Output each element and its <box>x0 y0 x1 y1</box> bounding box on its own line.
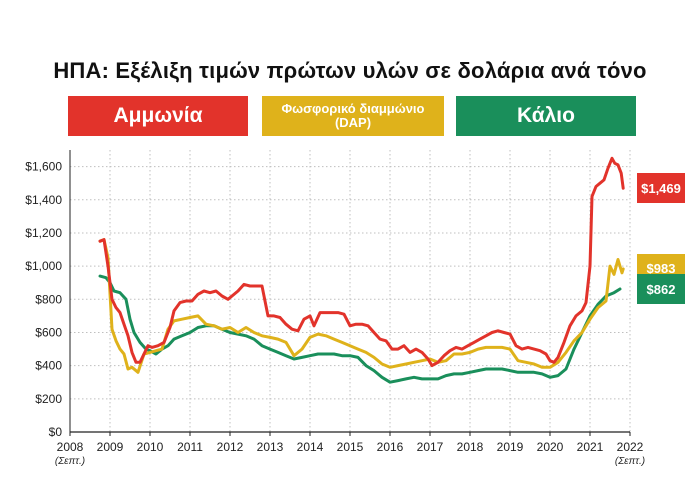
x-tick-label: 2015 <box>337 440 364 454</box>
x-tick-label: 2022 <box>617 440 644 454</box>
x-sublabel-start: (Σεπτ.) <box>55 456 85 467</box>
legend-ammonia: Αμμωνία <box>68 96 248 136</box>
x-tick-label: 2013 <box>257 440 284 454</box>
y-tick-label: $1,200 <box>25 226 62 240</box>
chart-title: ΗΠΑ: Εξέλιξη τιμών πρώτων υλών σε δολάρι… <box>53 58 647 83</box>
x-tick-label: 2011 <box>177 440 203 454</box>
x-tick-label: 2018 <box>457 440 484 454</box>
legend-potash: Κάλιο <box>456 96 636 136</box>
series-line-dap <box>98 238 625 374</box>
x-sublabel-end: (Σεπτ.) <box>615 456 645 467</box>
end-label-potash: $862 <box>637 274 685 304</box>
x-tick-label: 2008 <box>57 440 84 454</box>
x-tick-label: 2009 <box>97 440 124 454</box>
y-tick-label: $600 <box>35 325 62 339</box>
y-tick-label: $800 <box>35 292 62 306</box>
x-tick-label: 2010 <box>137 440 164 454</box>
end-label-ammonia: $1,469 <box>637 173 685 204</box>
x-tick-label: 2017 <box>417 440 444 454</box>
y-tick-label: $1,000 <box>25 259 62 273</box>
y-tick-label: $0 <box>49 425 63 439</box>
y-tick-label: $200 <box>35 392 62 406</box>
series-line-ammonia <box>98 156 625 368</box>
x-tick-label: 2016 <box>377 440 404 454</box>
y-tick-label: $400 <box>35 359 62 373</box>
x-tick-label: 2014 <box>297 440 324 454</box>
y-tick-label: $1,600 <box>25 160 62 174</box>
x-tick-label: 2019 <box>497 440 524 454</box>
legend-dap: Φωσφορικό διαμμώνιο (DAP) <box>262 96 444 136</box>
x-tick-label: 2020 <box>537 440 564 454</box>
x-tick-label: 2021 <box>577 440 604 454</box>
y-tick-label: $1,400 <box>25 193 62 207</box>
x-tick-label: 2012 <box>217 440 244 454</box>
